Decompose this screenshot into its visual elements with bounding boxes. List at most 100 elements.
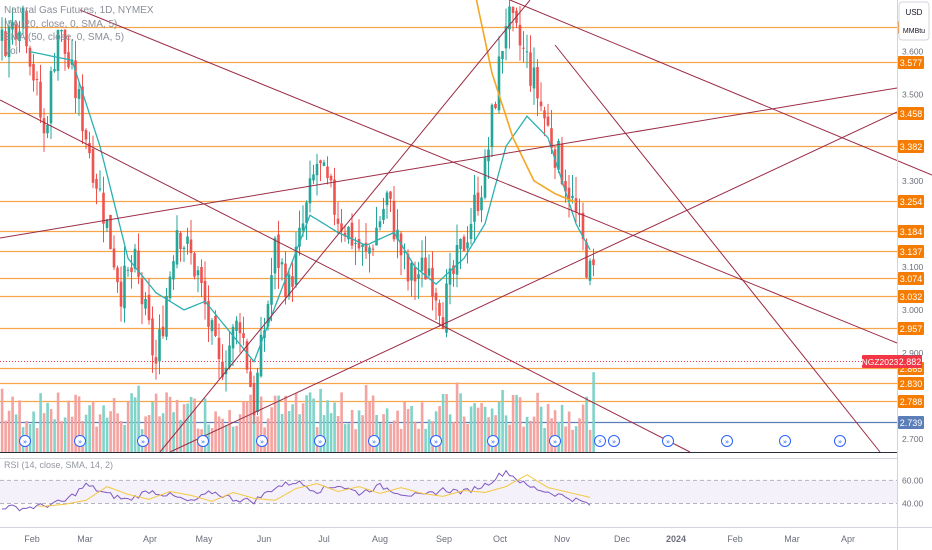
candle-body: [343, 232, 347, 237]
price-tick-label: 3.100: [902, 262, 924, 272]
candle-body: [315, 164, 319, 176]
candle-body: [81, 86, 84, 132]
candle-body: [578, 213, 581, 216]
level-price-label: 3.032: [900, 292, 923, 302]
ema-indicator-label[interactable]: EMA (50, close, 0, SMA, 5): [4, 32, 125, 43]
volume-bar: [518, 397, 522, 452]
volume-bar: [287, 411, 291, 452]
candle-body: [123, 265, 126, 309]
volume-bar: [144, 416, 147, 452]
event-arrow-icon: »: [260, 438, 264, 446]
volume-bar: [252, 405, 256, 452]
volume-bar: [63, 417, 67, 452]
candle-body: [564, 181, 567, 192]
dividend-event-icon: [594, 435, 606, 447]
volume-bar: [39, 393, 42, 452]
dividend-event-icon: [487, 435, 499, 447]
month-label: Oct: [493, 534, 508, 544]
level-price-label: 3.458: [900, 109, 923, 119]
candle-body: [368, 247, 371, 254]
volume-bar: [382, 414, 385, 452]
volume-bar: [529, 420, 532, 452]
candle-body: [585, 242, 588, 278]
volume-bar: [396, 410, 399, 452]
volume-bar: [14, 414, 18, 452]
dividend-event-icon: [137, 435, 149, 447]
volume-bar: [406, 408, 410, 452]
volume-bar: [224, 424, 228, 452]
candle-body: [308, 178, 312, 204]
volume-bar: [515, 394, 518, 452]
candle-body: [228, 345, 231, 368]
volume-bar: [445, 394, 448, 452]
dividend-event-icon: [368, 435, 380, 447]
volume-bar: [119, 421, 123, 452]
candle-body: [305, 202, 308, 224]
volume-bar: [347, 423, 350, 452]
event-arrow-icon: »: [838, 438, 842, 446]
candle-body: [235, 320, 238, 332]
level-price-tag: [898, 195, 924, 208]
candle-body: [105, 219, 109, 228]
candle-body: [487, 149, 490, 162]
price-tick-label: 2.700: [902, 434, 924, 444]
candle-body: [581, 212, 585, 240]
volume-bar: [399, 428, 403, 452]
candle-body: [203, 280, 207, 305]
candle-body: [511, 6, 515, 13]
volume-bar: [273, 395, 277, 452]
dividend-event-icon: [430, 435, 442, 447]
dividend-event-icon: [721, 435, 733, 447]
volume-bar: [424, 428, 427, 452]
candle-body: [462, 236, 466, 251]
candle-body: [182, 247, 186, 250]
volume-bar: [385, 408, 389, 452]
candle-body: [14, 24, 18, 39]
candle-body: [32, 63, 35, 81]
trend-line: [159, 0, 531, 453]
volume-bar: [126, 400, 130, 452]
volume-bar: [546, 404, 550, 452]
volume-bar: [0, 388, 4, 452]
candle-body: [410, 262, 413, 281]
volume-bar: [539, 406, 543, 452]
volume-bar: [154, 393, 158, 452]
candle-body: [459, 238, 462, 250]
candle-body: [326, 166, 329, 179]
level-price-tag: [898, 377, 924, 390]
candle-body: [469, 223, 473, 240]
candle-body: [452, 265, 455, 275]
candle-body: [91, 149, 95, 183]
volume-bar: [294, 393, 298, 452]
volume-bar: [550, 418, 553, 452]
volume-bar: [469, 406, 473, 452]
volume-bar: [18, 400, 21, 452]
volume-bar: [308, 392, 312, 452]
level-price-tag: [898, 290, 924, 303]
trend-line: [509, 0, 932, 176]
volume-bar: [161, 413, 165, 452]
volume-bar: [137, 385, 140, 452]
level-price-tag: [898, 322, 924, 335]
candle-body: [466, 242, 469, 249]
candle-body: [259, 334, 263, 377]
event-arrow-icon: »: [725, 438, 729, 446]
candle-body: [130, 267, 133, 273]
candle-body: [46, 124, 49, 134]
volume-indicator-label[interactable]: Vol: [4, 45, 18, 57]
volume-bar: [280, 413, 284, 452]
event-arrow-icon: »: [141, 438, 145, 446]
candle-body: [140, 278, 144, 305]
currency-selector[interactable]: USD MMBtu: [898, 1, 930, 41]
dividend-event-icon: [662, 435, 674, 447]
candle-body: [147, 294, 151, 321]
trend-line: [0, 99, 691, 453]
candle-body: [168, 276, 172, 299]
currency-box: [898, 1, 930, 41]
ma-indicator-label[interactable]: MA (20, close, 0, SMA, 5): [4, 18, 118, 30]
volume-bar: [168, 396, 172, 452]
currency-label: USD: [906, 8, 923, 17]
candle-body: [158, 329, 161, 362]
event-arrow-icon: »: [78, 438, 82, 446]
